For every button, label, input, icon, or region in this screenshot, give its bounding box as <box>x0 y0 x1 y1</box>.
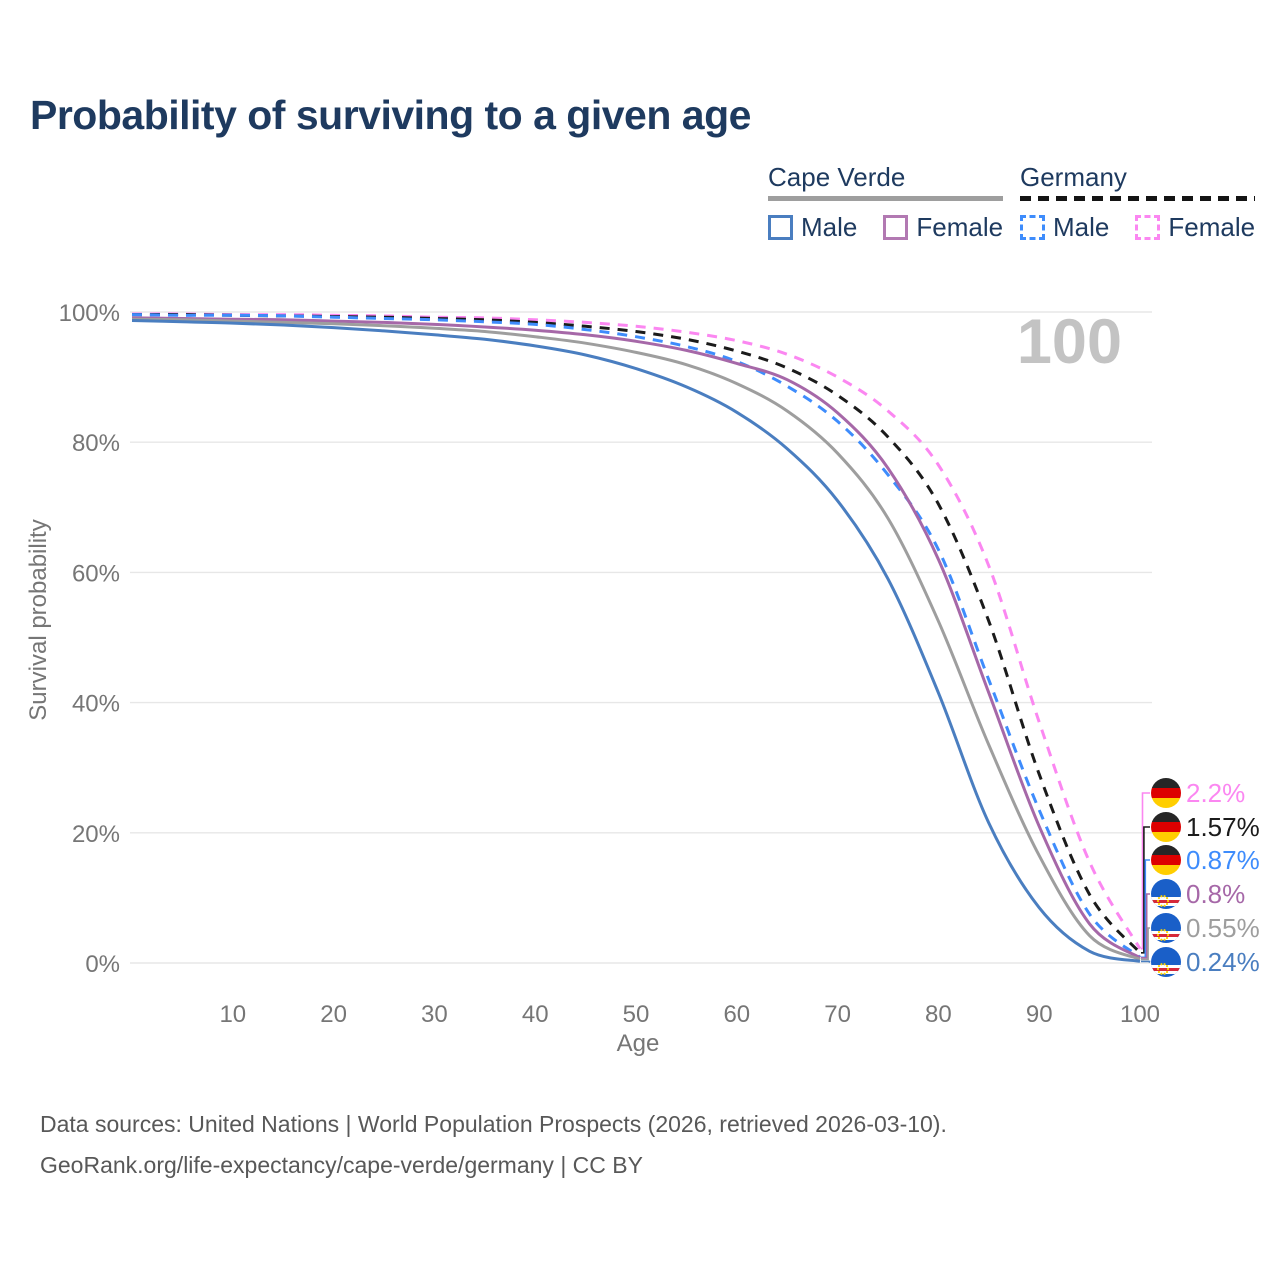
leader-line <box>1141 893 1150 959</box>
legend-country-cape-verde: Cape Verde <box>768 162 906 192</box>
y-tick-label: 100% <box>59 300 120 327</box>
flag-icon-cape-verde <box>1151 947 1181 977</box>
y-tick-label: 40% <box>72 691 120 718</box>
legend-item-cape-verde-male[interactable]: Male <box>768 212 857 243</box>
flag-icon-cape-verde <box>1151 879 1181 909</box>
legend-checkbox-cape-verde-female[interactable] <box>883 215 909 240</box>
end-value-label-germany-male: 0.87% <box>1186 845 1260 875</box>
leader-line <box>1141 927 1150 961</box>
x-tick-label: 40 <box>522 1001 549 1028</box>
leader-line <box>1141 960 1151 963</box>
legend-item-cape-verde-female[interactable]: Female <box>883 212 1003 243</box>
y-tick-label: 80% <box>72 430 120 457</box>
flag-icon-germany <box>1151 812 1181 842</box>
x-tick-label: 50 <box>623 1001 650 1028</box>
x-tick-label: 90 <box>1026 1001 1053 1028</box>
legend-group-germany: Germany Male Female <box>1020 162 1256 243</box>
watermark-age-100: 100 <box>1017 307 1122 377</box>
series-line-germany-both-sexes <box>131 313 1142 954</box>
end-value-label-cape-verde-female: 0.8% <box>1186 879 1245 909</box>
legend-label: Female <box>1168 212 1256 242</box>
y-axis-title: Survival probability <box>25 519 52 720</box>
legend-checkbox-germany-female[interactable] <box>1135 215 1161 240</box>
legend-item-germany-male[interactable]: Male <box>1020 212 1109 243</box>
series-line-cape-verde-female <box>131 316 1141 960</box>
series-line-germany-female <box>131 312 1142 950</box>
x-tick-label: 30 <box>421 1001 448 1028</box>
legend-country-germany: Germany <box>1020 162 1127 192</box>
series-line-cape-verde-male <box>131 319 1141 963</box>
attribution-link-text: GeoRank.org/life-expectancy/cape-verde/g… <box>40 1152 643 1178</box>
legend-item-germany-female[interactable]: Female <box>1135 212 1255 243</box>
data-sources-text: Data sources: United Nations | World Pop… <box>40 1111 947 1137</box>
legend-group-cape-verde: Cape Verde Male Female <box>768 162 1004 243</box>
page-title: Probability of surviving to a given age <box>30 92 751 138</box>
x-tick-label: 60 <box>723 1001 750 1028</box>
series-line-cape-verde-both-sexes <box>131 317 1141 961</box>
series-line-germany-male <box>131 313 1141 959</box>
x-tick-label: 100 <box>1120 1001 1160 1028</box>
end-value-label-germany-female: 2.2% <box>1186 778 1245 808</box>
legend-line-sample-solid <box>768 196 1004 201</box>
x-axis-title: Age <box>617 1030 660 1057</box>
legend-checkbox-germany-male[interactable] <box>1020 215 1045 240</box>
legend-label: Male <box>1053 212 1110 242</box>
y-tick-label: 20% <box>72 821 120 848</box>
x-tick-label: 70 <box>824 1001 851 1028</box>
end-value-label-cape-verde-both-sexes: 0.55% <box>1186 913 1260 943</box>
chart-footer: Data sources: United Nations | World Pop… <box>40 1104 947 1186</box>
end-value-label-germany-both-sexes: 1.57% <box>1186 812 1260 842</box>
leader-line <box>1141 792 1150 950</box>
legend-line-sample-dashed <box>1020 196 1256 201</box>
flag-icon-germany <box>1151 778 1181 808</box>
y-tick-label: 60% <box>72 560 120 587</box>
end-value-label-cape-verde-male: 0.24% <box>1186 947 1260 977</box>
legend-label: Male <box>801 212 858 242</box>
legend-checkbox-cape-verde-male[interactable] <box>768 215 793 240</box>
x-tick-label: 10 <box>219 1001 246 1028</box>
flag-icon-cape-verde <box>1151 913 1181 943</box>
leader-line <box>1141 826 1150 954</box>
x-tick-label: 80 <box>925 1001 952 1028</box>
flag-icon-germany <box>1151 845 1181 875</box>
legend-label: Female <box>916 212 1004 242</box>
x-tick-label: 20 <box>320 1001 347 1028</box>
y-tick-label: 0% <box>85 951 120 978</box>
